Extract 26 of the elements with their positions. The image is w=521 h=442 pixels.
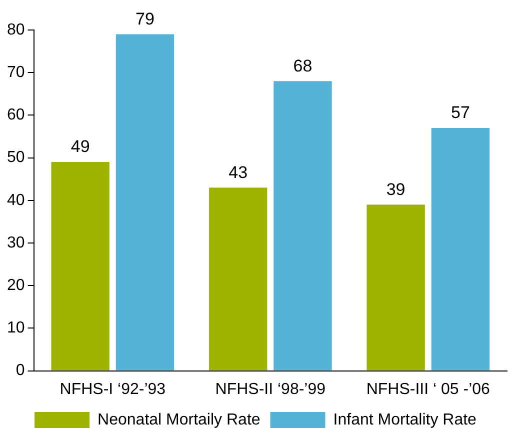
x-tick-label: NFHS-III ‘ 05 -’06 xyxy=(366,380,490,398)
x-tick-label: NFHS-II ‘98-’99 xyxy=(215,380,326,398)
y-tick-label: 60 xyxy=(7,106,25,124)
bar xyxy=(431,128,490,370)
x-tick-label: NFHS-I ‘92-’93 xyxy=(60,380,166,398)
data-label: 57 xyxy=(451,103,470,122)
y-tick-label: 40 xyxy=(7,192,25,209)
data-label: 39 xyxy=(386,180,406,199)
bar xyxy=(116,34,174,370)
data-label: 79 xyxy=(136,9,154,28)
data-label: 43 xyxy=(228,162,248,182)
data-label: 68 xyxy=(293,56,312,76)
y-tick-label: 70 xyxy=(7,64,25,82)
bar xyxy=(274,81,332,370)
y-tick-label: 0 xyxy=(16,362,25,380)
bar xyxy=(208,188,268,370)
bar xyxy=(51,162,110,370)
y-tick-label: 50 xyxy=(7,149,25,166)
data-label: 49 xyxy=(70,137,90,156)
y-tick-label: 30 xyxy=(7,234,25,252)
y-tick-label: 80 xyxy=(7,21,25,38)
y-tick-label: 10 xyxy=(7,320,25,337)
bar xyxy=(366,204,425,370)
y-tick-label: 20 xyxy=(7,277,25,294)
legend-label: Neonatal Mortaily Rate xyxy=(98,411,260,428)
legend-label: Infant Mortality Rate xyxy=(333,411,477,428)
